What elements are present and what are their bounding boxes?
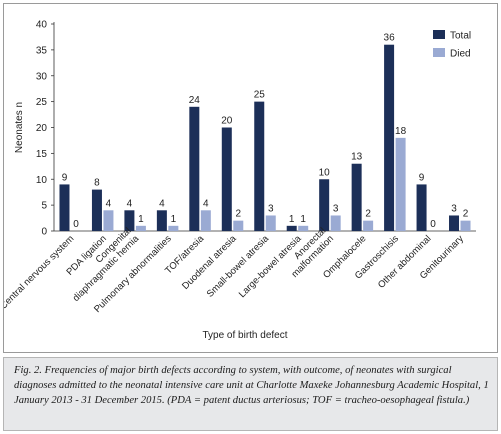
- y-tick-label: 40: [36, 20, 48, 31]
- data-label-total: 13: [351, 152, 363, 163]
- bar-total: [319, 179, 330, 231]
- bar-total: [221, 127, 232, 231]
- bar-total: [59, 184, 70, 231]
- bar-died: [460, 220, 471, 231]
- bar-total: [156, 210, 167, 231]
- bar-died: [233, 220, 244, 231]
- data-label-died: 18: [395, 126, 407, 137]
- bar-died: [168, 225, 179, 231]
- y-tick-label: 15: [36, 149, 48, 160]
- x-axis-title: Type of birth defect: [202, 330, 287, 341]
- data-label-total: 4: [127, 198, 133, 209]
- data-label-died: 2: [463, 209, 469, 220]
- data-label-total: 3: [451, 203, 457, 214]
- bar-total: [124, 210, 135, 231]
- bar-total: [91, 189, 102, 231]
- figure-caption: Fig. 2. Frequencies of major birth defec…: [3, 357, 498, 431]
- data-label-total: 9: [419, 172, 425, 183]
- data-label-died: 3: [268, 203, 274, 214]
- legend-label-died: Died: [450, 49, 471, 60]
- data-label-total: 8: [94, 178, 100, 189]
- legend-label-total: Total: [450, 31, 471, 42]
- data-label-total: 10: [319, 167, 331, 178]
- y-tick-label: 20: [36, 123, 48, 134]
- data-label-died: 4: [106, 198, 112, 209]
- y-tick-label: 0: [41, 227, 47, 238]
- data-label-total: 1: [289, 214, 295, 225]
- data-label-total: 24: [189, 95, 201, 106]
- data-label-total: 20: [221, 116, 233, 127]
- data-label-total: 25: [254, 90, 266, 101]
- bar-died: [265, 215, 276, 231]
- data-label-died: 1: [300, 214, 306, 225]
- data-label-died: 1: [138, 214, 144, 225]
- bar-total: [449, 215, 460, 231]
- bar-died: [200, 210, 211, 231]
- bar-died: [135, 225, 146, 231]
- data-label-total: 36: [384, 33, 396, 44]
- bar-total: [189, 106, 200, 231]
- bar-total: [351, 163, 362, 231]
- data-label-died: 2: [236, 209, 242, 220]
- y-tick-label: 30: [36, 71, 48, 82]
- bar-died: [395, 137, 406, 231]
- data-label-died: 0: [430, 219, 436, 230]
- bar-died: [363, 220, 374, 231]
- x-tick-label: Central nervous system: [4, 233, 76, 311]
- y-axis-title: Neonates n: [14, 102, 25, 153]
- data-label-died: 1: [171, 214, 177, 225]
- data-label-total: 9: [62, 172, 68, 183]
- y-tick-label: 5: [41, 201, 47, 212]
- bar-total: [286, 225, 297, 231]
- bar-died: [298, 225, 309, 231]
- chart-panel: 0 5 10 15 20 25 30 35 40 Neonates n 9 0 Central nerv…: [3, 3, 498, 353]
- bar-died: [330, 215, 341, 231]
- data-label-died: 0: [73, 219, 79, 230]
- bar-died: [103, 210, 114, 231]
- bar-total: [384, 44, 395, 232]
- y-tick-label: 35: [36, 45, 48, 56]
- y-tick-label: 25: [36, 97, 48, 108]
- legend-swatch-total: [433, 30, 445, 39]
- legend-swatch-died: [433, 48, 445, 57]
- data-label-died: 2: [365, 209, 371, 220]
- y-tick-label: 10: [36, 175, 48, 186]
- data-label-total: 4: [159, 198, 165, 209]
- bar-total: [416, 184, 427, 231]
- data-label-died: 3: [333, 203, 339, 214]
- data-label-died: 4: [203, 198, 209, 209]
- bar-total: [254, 101, 265, 231]
